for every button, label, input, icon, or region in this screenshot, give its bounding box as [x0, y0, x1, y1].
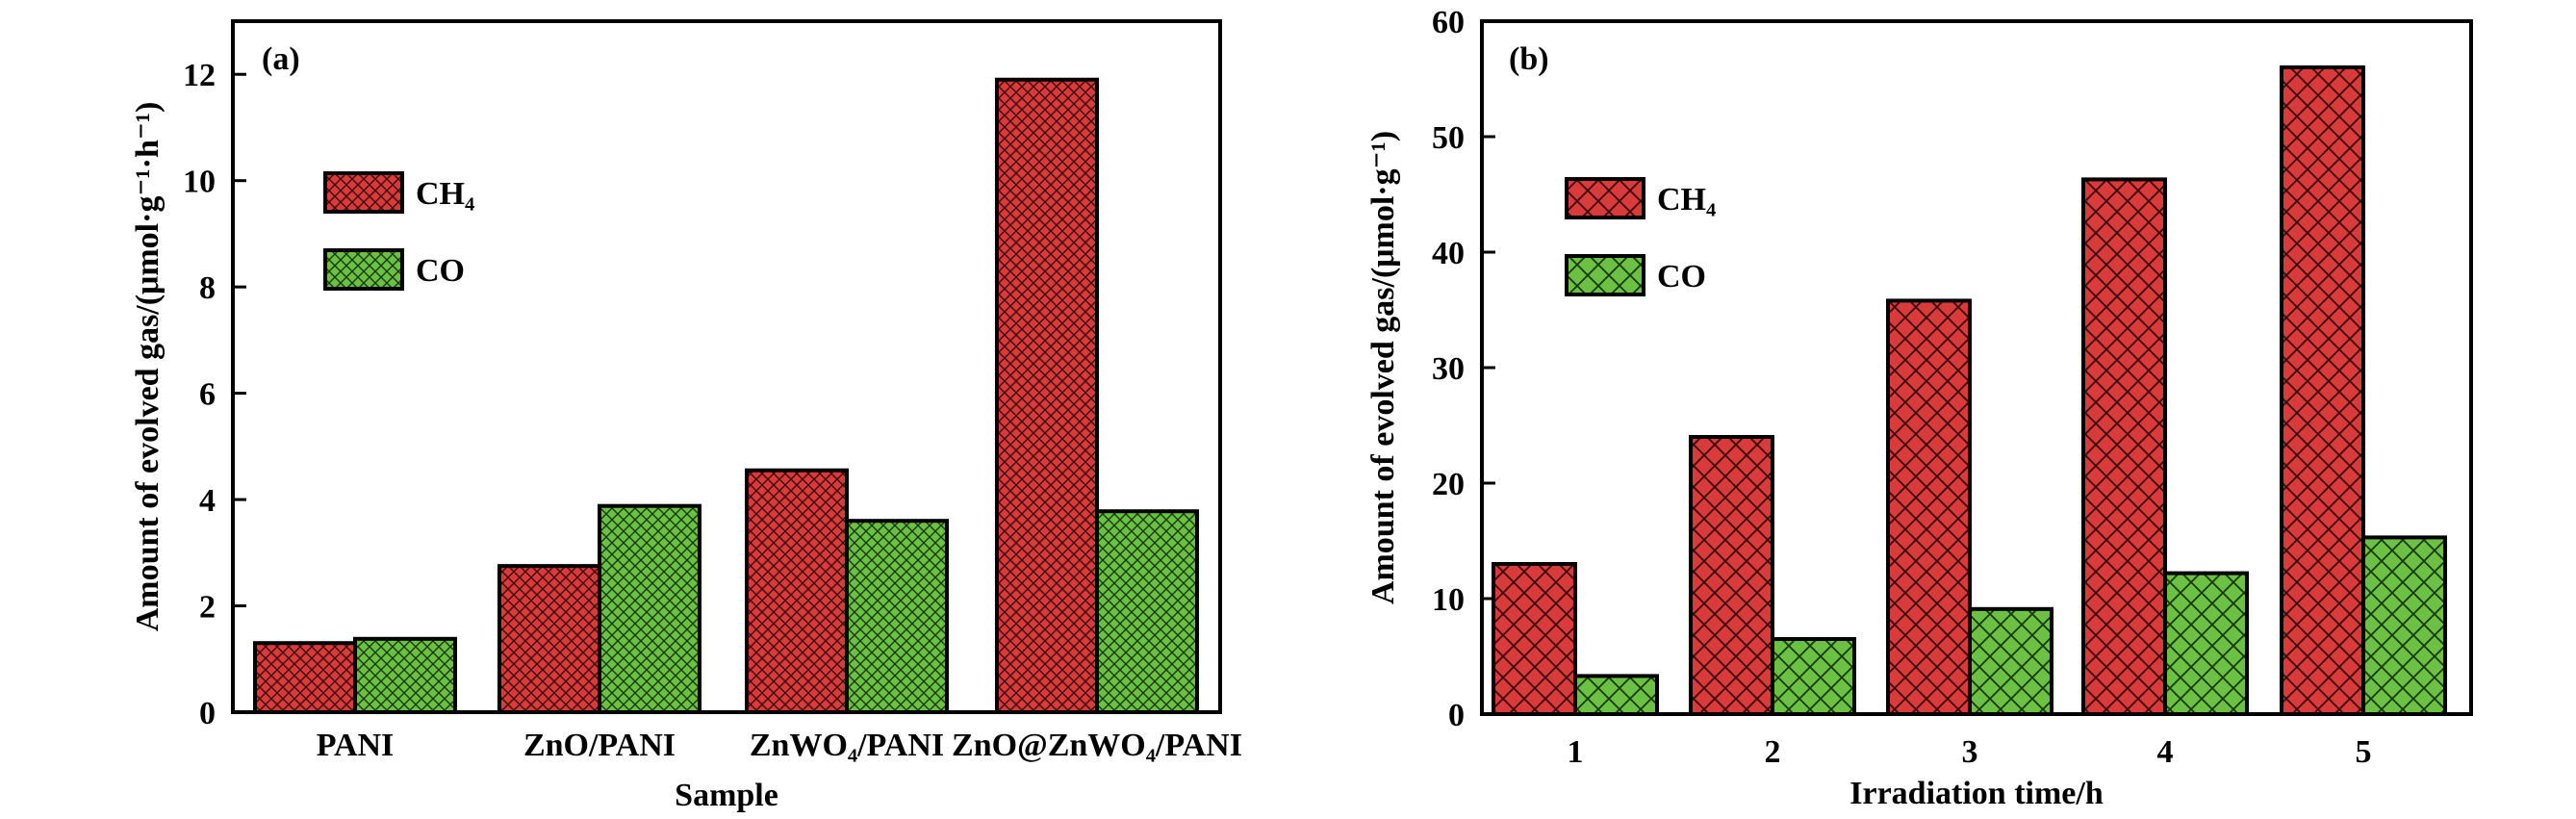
y-tick-label: 10 [183, 165, 216, 200]
x-tick-label: 3 [1962, 734, 1978, 770]
bar-ch4 [1492, 562, 1577, 716]
x-axis: 1 2 3 4 5 [1568, 701, 2372, 770]
y-tick-label: 60 [1432, 5, 1465, 40]
legend-label: CO [416, 253, 465, 289]
x-tick-label: ZnWO₄/PANI [750, 728, 944, 763]
x-tick-label: 5 [2356, 734, 2372, 770]
bar-ch4 [995, 77, 1099, 714]
plot-frame [231, 19, 1222, 714]
x-tick-label: ZnO@ZnWO₄/PANI [952, 728, 1242, 763]
bars [253, 77, 1199, 715]
bar-ch4 [1886, 298, 1972, 716]
bar-co [1771, 637, 1856, 716]
bar-co [1095, 509, 1199, 715]
y-tick-label: 10 [1432, 582, 1465, 618]
y-tick-label: 0 [199, 696, 216, 731]
legend-label: CO [1657, 259, 1706, 294]
bar-ch4 [2280, 65, 2365, 716]
bar-ch4 [253, 641, 357, 715]
bar-ch4 [2081, 177, 2167, 716]
x-tick-label: ZnO/PANI [523, 728, 676, 763]
x-tick-label: 4 [2157, 734, 2174, 770]
legend-label: CH₄ [1657, 182, 1716, 218]
legend-swatch [323, 171, 404, 214]
x-axis: PANI ZnO/PANI ZnWO₄/PANI ZnO@ZnWO₄/PANI [317, 699, 1242, 763]
chart-panel-b: (b) 0 10 20 30 40 50 60 1 2 3 4 5 CH₄ CO Irradiatio… [1365, 5, 2473, 811]
y-tick-label: 4 [199, 483, 216, 519]
bars [1492, 65, 2447, 717]
bar-co [353, 636, 457, 715]
bar-ch4 [497, 564, 601, 714]
chart-panel-a: (a) 0 2 4 6 8 10 12 PANI ZnO/PANI ZnWO₄/PANI ZnO@… [130, 19, 1242, 813]
bar-co [1968, 606, 2053, 716]
panel-label: (a) [262, 41, 300, 77]
x-axis-label: Irradiation time/h [1849, 776, 2104, 811]
y-axis-label: Amount of evolved gas/(μmol·g⁻¹·h⁻¹) [130, 102, 166, 632]
x-axis-label: Sample [675, 778, 778, 813]
legend-swatch [1565, 177, 1645, 219]
legend: CH₄ CO [1565, 177, 1716, 296]
panel-label: (b) [1509, 41, 1549, 77]
legend-swatch [1565, 254, 1645, 296]
bar-co [598, 503, 701, 714]
y-axis: 0 2 4 6 8 10 12 [183, 58, 246, 731]
y-tick-label: 40 [1432, 236, 1465, 271]
bar-co [1573, 674, 1659, 717]
bar-ch4 [1689, 435, 1774, 716]
legend-label: CH₄ [416, 176, 474, 212]
x-tick-label: 1 [1568, 734, 1584, 770]
bar-co [845, 519, 949, 715]
y-tick-label: 6 [199, 377, 216, 413]
y-tick-label: 20 [1432, 467, 1465, 502]
y-axis-label: Amount of evolved gas/(μmol·g⁻¹) [1365, 131, 1401, 604]
y-tick-label: 0 [1448, 698, 1465, 733]
y-tick-label: 8 [199, 270, 216, 306]
legend: CH₄ CO [323, 171, 474, 291]
y-axis: 0 10 20 30 40 50 60 [1432, 5, 1495, 733]
bar-co [2163, 571, 2249, 716]
x-tick-label: PANI [317, 728, 395, 763]
y-tick-label: 12 [183, 58, 216, 93]
y-tick-label: 30 [1432, 351, 1465, 387]
y-tick-label: 2 [199, 590, 216, 626]
x-tick-label: 2 [1765, 734, 1781, 770]
bar-ch4 [745, 468, 849, 715]
legend-swatch [323, 248, 404, 291]
y-tick-label: 50 [1432, 120, 1465, 156]
bar-co [2361, 535, 2447, 717]
